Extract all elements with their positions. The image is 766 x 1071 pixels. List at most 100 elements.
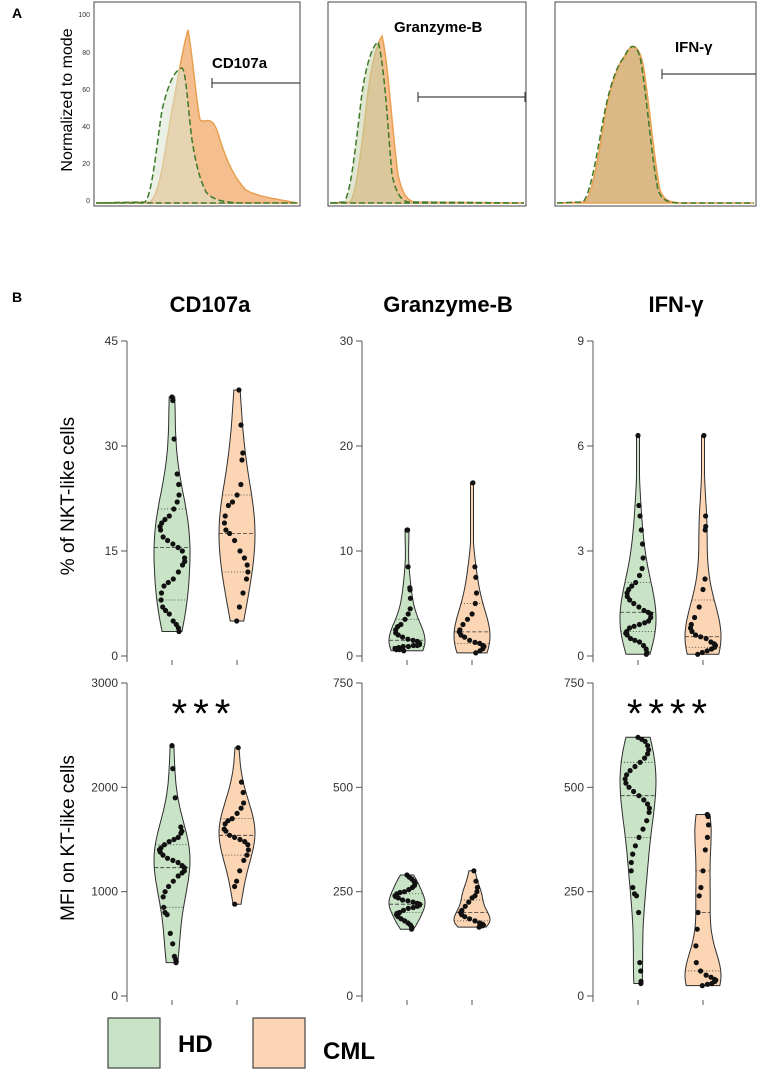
data-point xyxy=(405,527,411,533)
legend-label-hd: HD xyxy=(178,1031,213,1058)
data-point xyxy=(161,904,167,910)
y-tick-label: 9 xyxy=(577,334,584,348)
data-point xyxy=(644,801,651,807)
hist-tick: 0 xyxy=(86,198,90,205)
data-point xyxy=(171,836,177,843)
data-point xyxy=(395,895,401,901)
data-point xyxy=(244,852,250,858)
histogram-ifn-gamma: IFN-γ xyxy=(554,1,757,207)
data-point xyxy=(633,893,640,899)
histogram-y-ticks: 100 80 60 40 20 0 xyxy=(78,12,90,205)
y-tick-label: 30 xyxy=(105,439,119,453)
y-tick-label: 1000 xyxy=(91,885,118,899)
violin-panel-2: 0 3 6 9 xyxy=(577,334,722,665)
column-title-cd107a: CD107a xyxy=(170,292,251,317)
data-point xyxy=(705,822,712,828)
data-point xyxy=(227,530,233,537)
y-tick-label: 0 xyxy=(111,989,118,1003)
data-point xyxy=(642,738,648,745)
row-1-y-axis-label: % of NKT-like cells xyxy=(58,417,79,575)
data-point xyxy=(238,805,244,811)
data-point xyxy=(704,648,710,654)
violin-panel-1: 0 10 20 30 xyxy=(340,334,491,665)
data-point xyxy=(642,620,648,626)
data-point xyxy=(158,597,164,603)
data-point xyxy=(633,579,639,586)
data-point xyxy=(473,878,479,884)
violin-plots: 0 15 30 45 0 10 20 30 0 3 6 9 0 1000 2000 3000 *** 0 250 50… xyxy=(91,334,722,1005)
data-point xyxy=(636,621,643,628)
data-point xyxy=(227,832,233,838)
data-point xyxy=(703,635,709,642)
data-point xyxy=(405,636,411,642)
data-point xyxy=(407,606,413,612)
data-point xyxy=(223,527,229,533)
data-point xyxy=(636,572,643,579)
data-point xyxy=(171,436,177,442)
data-point xyxy=(462,903,468,909)
data-point xyxy=(229,816,235,822)
data-point xyxy=(232,834,238,841)
data-point xyxy=(630,851,636,857)
data-point xyxy=(646,747,652,753)
data-point xyxy=(698,884,704,891)
data-point xyxy=(166,513,172,519)
data-point xyxy=(635,432,641,439)
data-point xyxy=(158,590,165,596)
data-point xyxy=(693,632,699,638)
data-point xyxy=(410,899,416,905)
legend-label-cml: CML xyxy=(323,1038,375,1065)
data-point xyxy=(414,642,420,649)
data-point xyxy=(165,579,171,586)
data-point xyxy=(162,889,168,895)
data-point xyxy=(237,868,243,874)
data-point xyxy=(467,637,473,643)
data-point xyxy=(627,768,633,774)
data-point xyxy=(244,562,250,568)
data-point xyxy=(637,759,643,765)
data-point xyxy=(225,502,231,509)
data-point xyxy=(704,834,711,841)
data-point xyxy=(471,868,477,874)
data-point xyxy=(410,642,416,649)
data-point xyxy=(176,492,182,498)
hist-tick: 100 xyxy=(78,12,90,19)
data-point xyxy=(169,743,175,749)
data-point xyxy=(695,909,701,916)
data-point xyxy=(162,516,168,523)
data-point xyxy=(238,481,244,488)
data-point xyxy=(229,499,236,505)
data-point xyxy=(175,859,181,866)
data-point xyxy=(469,895,475,901)
data-point xyxy=(401,648,407,654)
data-point xyxy=(222,513,228,519)
data-point xyxy=(170,857,176,864)
violin-cml xyxy=(218,389,256,622)
data-point xyxy=(705,813,711,820)
data-point xyxy=(699,983,705,989)
data-point xyxy=(474,884,480,891)
data-point xyxy=(702,527,708,533)
data-point xyxy=(232,901,238,907)
data-point xyxy=(170,541,176,547)
data-point xyxy=(405,905,411,912)
y-tick-label: 250 xyxy=(564,885,584,899)
data-point xyxy=(709,980,715,987)
data-point xyxy=(409,926,415,932)
data-point xyxy=(166,839,172,845)
data-point xyxy=(405,611,411,617)
data-point xyxy=(167,930,173,937)
hist-tick: 40 xyxy=(82,124,90,131)
data-point xyxy=(623,780,629,786)
data-point xyxy=(628,868,634,874)
y-tick-label: 45 xyxy=(105,334,119,348)
data-point xyxy=(630,884,636,891)
data-point xyxy=(698,968,704,974)
data-point xyxy=(477,648,483,654)
data-point xyxy=(240,450,246,456)
data-point xyxy=(170,878,176,884)
data-point xyxy=(646,618,652,624)
data-point xyxy=(466,899,472,905)
data-point xyxy=(693,943,699,949)
data-point xyxy=(160,534,166,540)
